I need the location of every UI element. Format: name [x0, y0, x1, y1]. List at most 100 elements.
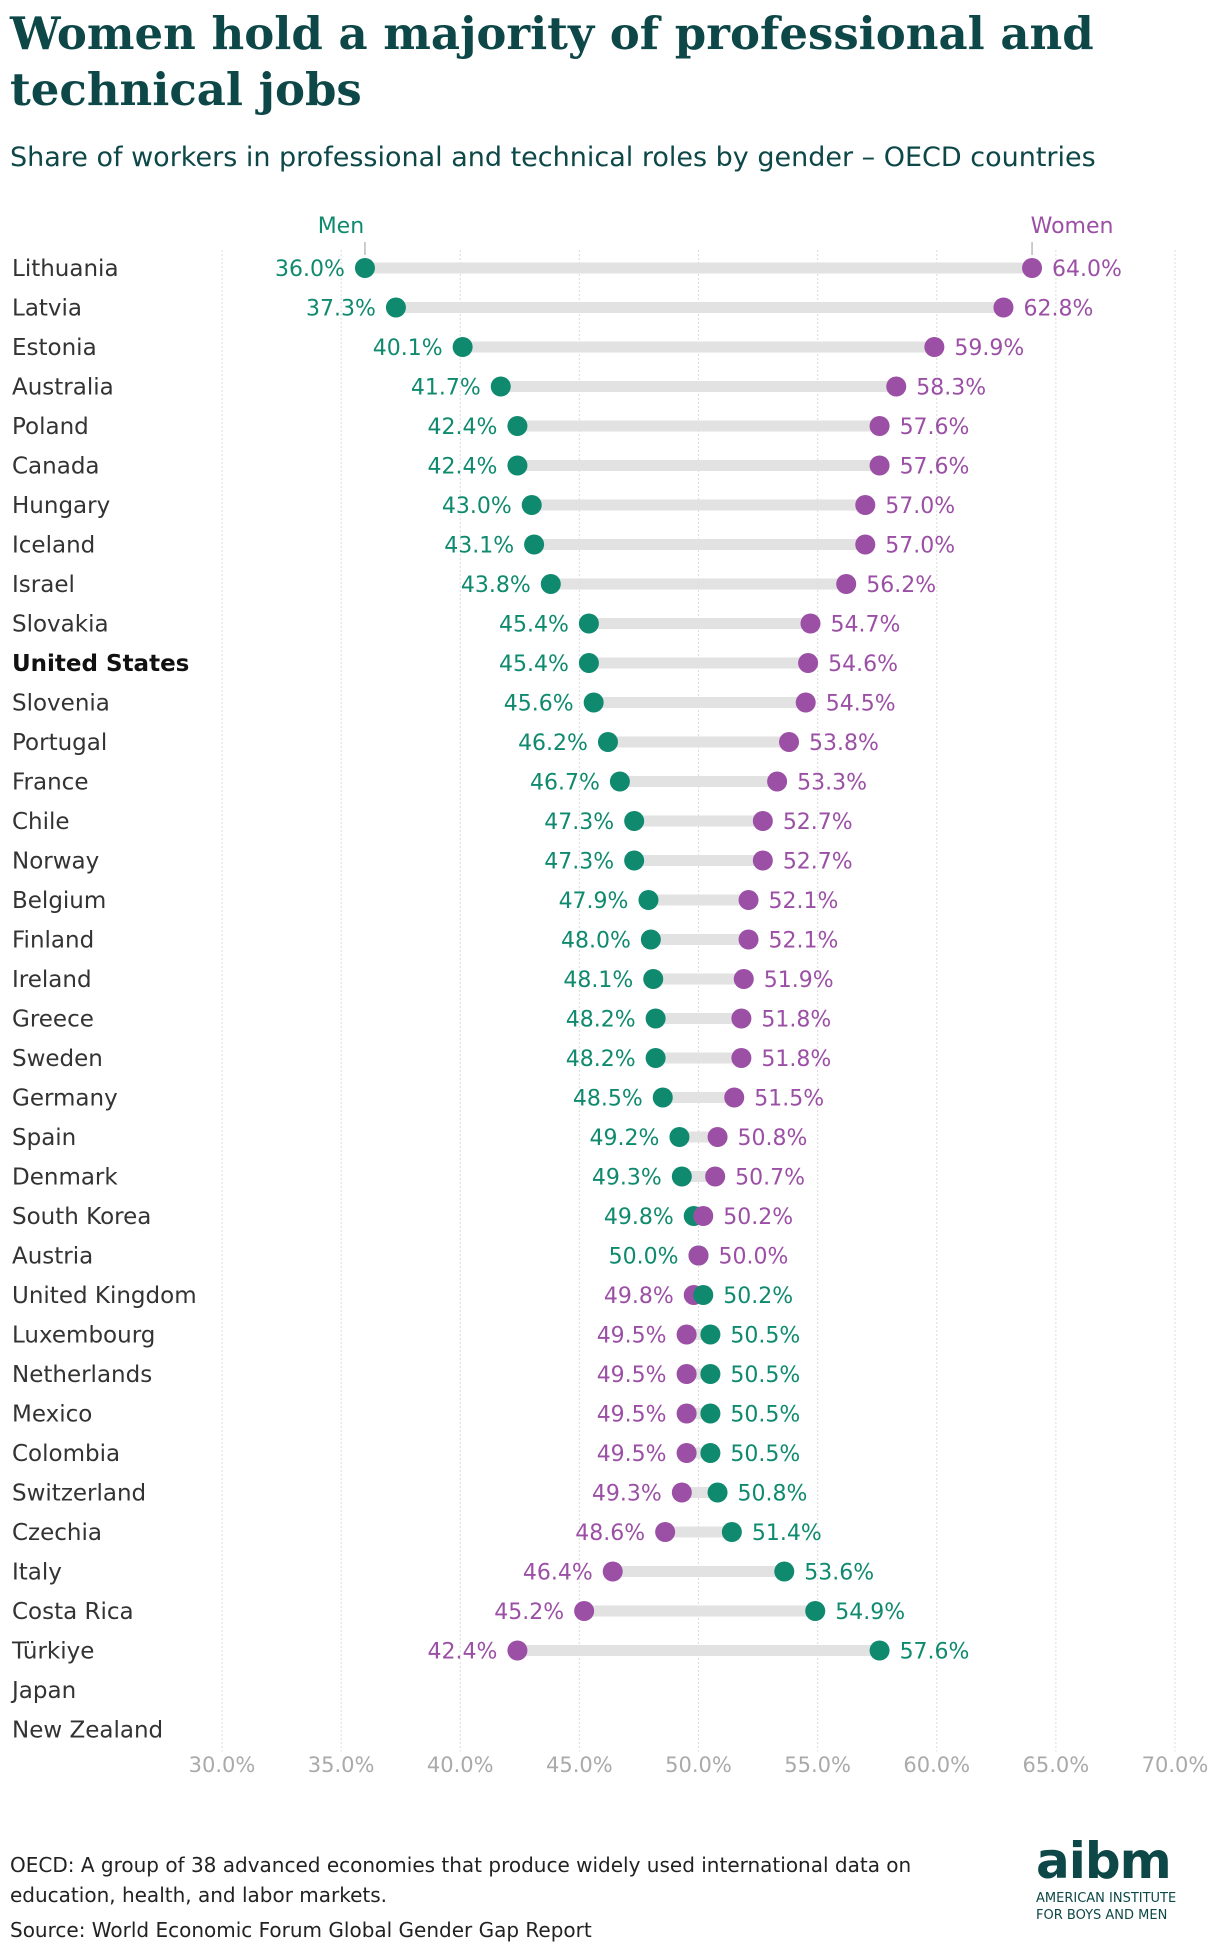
women-point [869, 416, 890, 436]
men-value-label: 42.4% [428, 415, 498, 440]
logo-text: AMERICAN INSTITUTE FOR BOYS AND MEN [1036, 1890, 1206, 1924]
women-point [676, 1403, 697, 1424]
women-value-label: 50.8% [738, 1126, 808, 1151]
women-value-label: 51.8% [761, 1008, 831, 1033]
men-value-label: 47.9% [559, 889, 629, 914]
men-point [524, 534, 545, 555]
men-point [700, 1443, 721, 1463]
men-value-label: 50.5% [730, 1403, 800, 1428]
women-point [752, 811, 773, 831]
women-value-label: 49.5% [597, 1324, 667, 1349]
men-value-label: 50.8% [738, 1482, 808, 1507]
country-label: Spain [12, 1125, 76, 1151]
men-value-label: 46.7% [530, 771, 600, 796]
men-point [507, 416, 528, 436]
women-point [924, 337, 945, 357]
men-point [645, 1008, 666, 1029]
country-label: Netherlands [12, 1362, 152, 1388]
men-point [645, 1048, 666, 1068]
legend-men: Men [318, 214, 364, 239]
country-label: Switzerland [12, 1481, 146, 1507]
chart-rows: Lithuania 36.0% 64.0% Latvia 37.3% 62.8% Eston… [10, 256, 1122, 1744]
men-point [452, 337, 473, 357]
dumbbell-chart: 30.0% 35.0% 40.0% 45.0% 50.0% 55.0% 60.0% 65.0%… [10, 214, 1209, 1777]
source-note: Source: World Economic Forum Global Gend… [10, 1918, 592, 1942]
women-point [705, 1166, 726, 1187]
men-value-label: 48.1% [563, 968, 633, 993]
women-value-label: 57.0% [885, 534, 955, 559]
women-point [724, 1087, 745, 1108]
country-label: Israel [12, 572, 75, 598]
women-value-label: 53.8% [809, 731, 879, 756]
country-label: New Zealand [12, 1718, 163, 1744]
men-value-label: 50.5% [730, 1363, 800, 1388]
men-value-label: 49.8% [604, 1205, 674, 1230]
women-value-label: 42.4% [428, 1640, 498, 1665]
women-point [688, 1245, 709, 1266]
men-point [597, 732, 618, 752]
country-label: Lithuania [12, 256, 119, 282]
women-value-label: 52.7% [783, 850, 853, 875]
women-point [602, 1561, 623, 1582]
chart-title: Women hold a majority of professional an… [10, 7, 1094, 116]
women-value-label: 52.1% [769, 929, 839, 954]
x-tick-label: 30.0% [189, 1753, 256, 1777]
women-value-label: 49.5% [597, 1363, 667, 1388]
men-value-label: 42.4% [428, 455, 498, 480]
women-point [574, 1601, 595, 1621]
women-point [693, 1206, 714, 1226]
country-label: United States [12, 651, 189, 677]
women-value-label: 57.6% [900, 415, 970, 440]
country-label: Denmark [12, 1165, 118, 1191]
x-axis-ticks: 30.0% 35.0% 40.0% 45.0% 50.0% 55.0% 60.0% 65.0%… [189, 1753, 1209, 1777]
men-point [624, 850, 645, 871]
men-value-label: 43.1% [444, 534, 514, 559]
men-value-label: 37.3% [306, 297, 376, 322]
country-label: Germany [12, 1086, 118, 1112]
men-value-label: 49.3% [592, 1166, 662, 1191]
legend: Men Women [318, 214, 1114, 255]
women-value-label: 62.8% [1023, 297, 1093, 322]
men-point [385, 297, 406, 318]
men-point [640, 929, 661, 950]
men-value-label: 46.2% [518, 731, 588, 756]
men-point [583, 692, 604, 713]
men-value-label: 47.3% [544, 810, 614, 835]
women-value-label: 57.0% [885, 494, 955, 519]
legend-women: Women [1031, 214, 1114, 239]
x-tick-label: 40.0% [427, 1753, 494, 1777]
women-point [731, 1008, 752, 1029]
men-point [540, 574, 561, 594]
women-point [767, 771, 788, 792]
x-tick-label: 65.0% [1023, 1753, 1090, 1777]
women-point [886, 376, 907, 397]
men-value-label: 43.8% [461, 573, 531, 598]
women-value-label: 51.9% [764, 968, 834, 993]
gridlines [221, 250, 1176, 1752]
men-point [805, 1601, 826, 1621]
country-label: Luxembourg [12, 1323, 155, 1349]
country-label: South Korea [12, 1204, 151, 1230]
men-value-label: 36.0% [275, 257, 345, 282]
men-point [671, 1166, 692, 1187]
women-value-label: 49.3% [592, 1482, 662, 1507]
x-tick-label: 50.0% [665, 1753, 732, 1777]
country-label: Hungary [12, 493, 110, 519]
women-point [676, 1364, 697, 1384]
women-value-label: 49.8% [604, 1284, 674, 1309]
women-value-label: 52.7% [783, 810, 853, 835]
women-point [1022, 258, 1043, 278]
country-label: Slovakia [12, 612, 109, 638]
country-label: Norway [12, 849, 99, 875]
country-label: Canada [12, 454, 100, 480]
men-value-label: 50.5% [730, 1442, 800, 1467]
men-value-label: 48.2% [566, 1008, 636, 1033]
x-tick-label: 55.0% [784, 1753, 851, 1777]
men-value-label: 47.3% [544, 850, 614, 875]
country-label: Estonia [12, 335, 97, 361]
women-point [855, 534, 876, 555]
country-label: Türkiye [11, 1639, 94, 1665]
women-point [993, 297, 1014, 318]
men-value-label: 48.2% [566, 1047, 636, 1072]
chart-subtitle: Share of workers in professional and tec… [10, 142, 1096, 173]
